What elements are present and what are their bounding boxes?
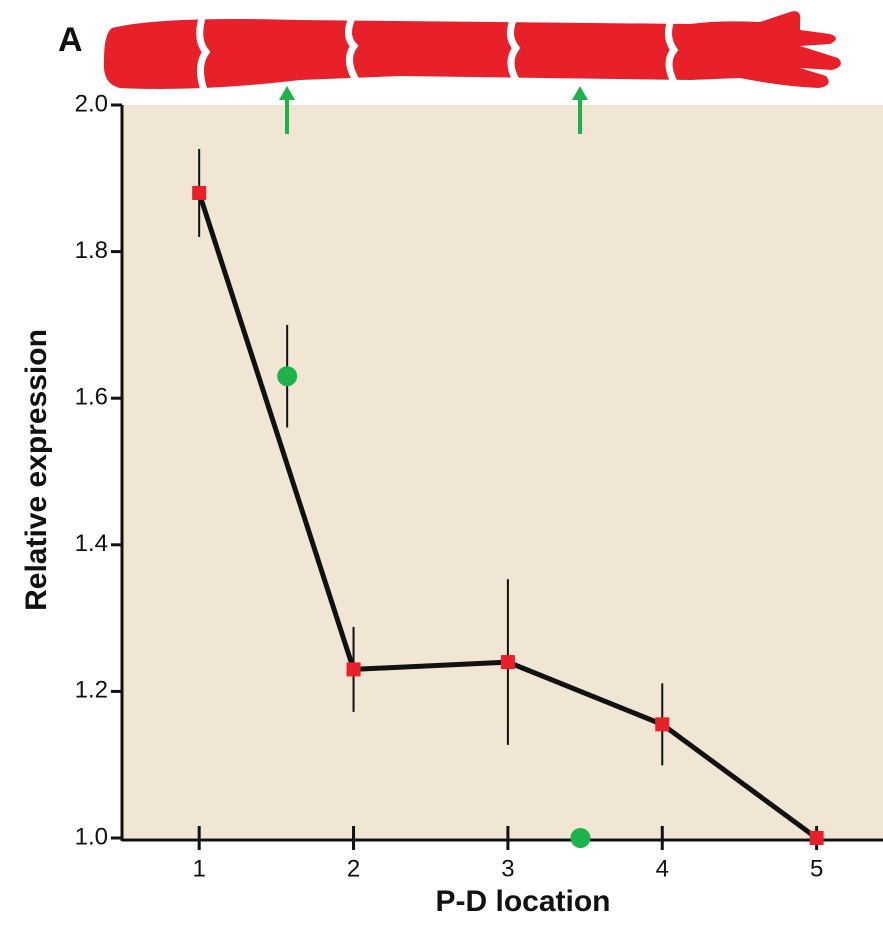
marker: [809, 831, 824, 845]
y-tick-label: 1.2: [75, 677, 108, 704]
y-axis-label: Relative expression: [20, 329, 53, 611]
y-tick-label: 1.4: [75, 530, 108, 557]
limb-joint: [507, 16, 521, 82]
limb: [103, 11, 841, 89]
y-tick-label: 1.6: [75, 384, 108, 411]
x-tick-label: 5: [810, 855, 823, 882]
marker: [655, 717, 670, 732]
arrow-head: [572, 86, 588, 100]
limb-illustration: [103, 11, 841, 92]
marker: [277, 366, 298, 387]
y-tick-label: 2.0: [75, 90, 108, 117]
arrows: [279, 86, 588, 134]
panel-label: A: [58, 21, 83, 59]
y-tick-label: 1.0: [75, 823, 108, 850]
limb-joint: [345, 16, 360, 82]
x-tick-label: 1: [193, 855, 206, 882]
marker: [346, 662, 361, 677]
x-tick-label: 4: [656, 855, 669, 882]
plot-background: [122, 105, 883, 838]
x-axis-label: P-D location: [435, 885, 610, 918]
y-tick-label: 1.8: [75, 237, 108, 264]
x-tick-label: 3: [501, 855, 514, 882]
limb-joint: [665, 16, 679, 84]
marker: [192, 185, 207, 200]
marker: [570, 828, 591, 848]
marker: [500, 655, 515, 670]
x-tick-label: 2: [347, 855, 360, 882]
arrow-head: [279, 86, 295, 100]
limb-joint: [196, 17, 211, 92]
